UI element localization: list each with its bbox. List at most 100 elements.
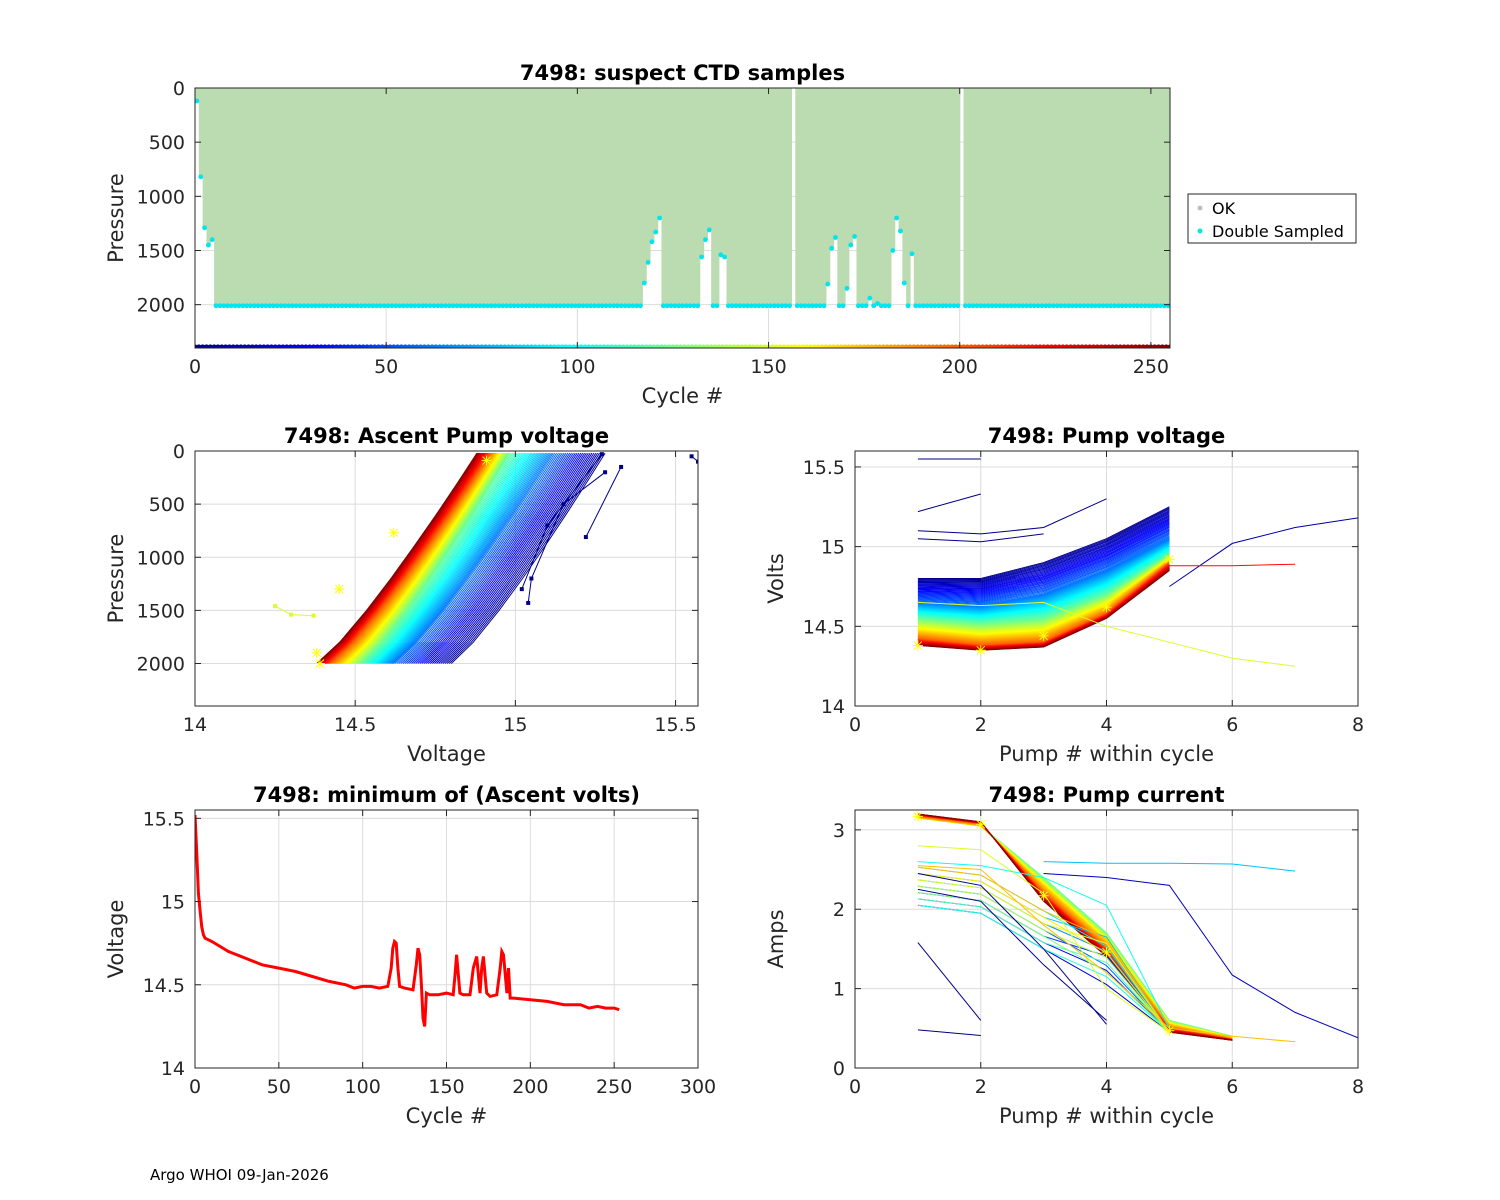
ok-sample-column — [1001, 88, 1007, 306]
current-ytick-label: 0 — [833, 1058, 845, 1080]
ok-sample-column — [401, 88, 406, 306]
double-sampled-marker — [1016, 303, 1022, 309]
double-sampled-marker — [1008, 303, 1014, 309]
ok-sample-column — [707, 88, 712, 230]
double-sampled-marker — [557, 303, 563, 309]
double-sampled-marker — [1031, 303, 1037, 309]
ok-sample-column — [443, 88, 448, 306]
ok-sample-column — [263, 88, 269, 306]
double-sampled-marker — [599, 303, 605, 309]
double-sampled-marker — [725, 303, 731, 309]
ok-sample-column — [825, 88, 831, 285]
ok-sample-column — [508, 88, 513, 306]
pump-voltage-line — [917, 542, 1170, 612]
ok-sample-column — [198, 88, 204, 177]
double-sampled-marker — [580, 303, 586, 309]
ok-sample-column — [730, 88, 735, 306]
ok-sample-column — [275, 88, 280, 306]
ok-sample-column — [539, 88, 544, 306]
ok-sample-column — [925, 88, 930, 306]
ok-sample-column — [260, 88, 265, 306]
ascent-profile-line — [377, 452, 533, 664]
pumpvolt-ytick-label: 15 — [821, 537, 845, 559]
ctd-xtick-label: 100 — [559, 356, 595, 378]
yellow-star-marker — [1038, 890, 1049, 901]
ctd-ylabel: Pressure — [104, 173, 128, 263]
current-ytick-label: 2 — [833, 899, 845, 921]
double-sampled-marker — [920, 303, 926, 309]
ascent-profile-line — [379, 452, 536, 664]
ctd-ytick-label: 2000 — [137, 295, 185, 317]
ascent-profile-line — [386, 452, 545, 664]
double-sampled-marker — [286, 303, 292, 309]
ok-sample-column — [952, 88, 957, 306]
ok-sample-column — [630, 88, 636, 306]
double-sampled-marker — [355, 303, 360, 309]
double-sampled-marker — [205, 242, 211, 248]
double-sampled-marker — [588, 303, 594, 309]
double-sampled-marker — [710, 303, 716, 309]
minvolt-ytick-label: 14 — [161, 1058, 185, 1080]
ok-sample-column — [573, 88, 578, 306]
double-sampled-marker — [393, 303, 399, 309]
double-sampled-marker — [940, 303, 945, 309]
pump-voltage-line — [917, 508, 1170, 582]
ascent-outlier-line-marker — [696, 459, 698, 464]
double-sampled-marker — [833, 235, 838, 240]
ok-sample-column — [1105, 88, 1110, 306]
double-sampled-marker — [527, 303, 532, 309]
ok-sample-column — [1154, 88, 1160, 306]
ok-sample-column — [1158, 88, 1163, 306]
ok-sample-column — [336, 88, 341, 306]
ok-sample-column — [1066, 88, 1072, 306]
ok-sample-column — [447, 88, 452, 306]
double-sampled-marker — [1146, 303, 1152, 309]
double-sampled-marker — [680, 303, 685, 309]
ok-sample-column — [1116, 88, 1121, 306]
double-sampled-marker — [668, 303, 674, 309]
double-sampled-marker — [263, 303, 269, 309]
double-sampled-marker — [871, 303, 877, 309]
yellow-star-marker — [1164, 1025, 1175, 1036]
pumpvolt-xtick-label: 8 — [1352, 714, 1364, 736]
double-sampled-marker — [844, 286, 850, 291]
yellow-star-marker — [912, 811, 923, 822]
double-sampled-marker — [722, 254, 727, 260]
double-sampled-marker — [810, 303, 815, 309]
double-sampled-marker — [672, 303, 678, 309]
ascent-profile-line — [375, 452, 530, 664]
double-sampled-marker — [1131, 303, 1137, 309]
double-sampled-marker — [195, 98, 200, 104]
double-sampled-marker — [221, 303, 227, 309]
ok-sample-column — [305, 88, 311, 306]
ok-sample-column — [646, 88, 651, 263]
double-sampled-marker — [228, 303, 234, 309]
double-sampled-marker — [699, 254, 705, 260]
pump-voltage-line — [917, 535, 1170, 604]
ok-sample-column — [233, 88, 238, 306]
double-sampled-marker — [825, 281, 831, 287]
double-sampled-marker — [683, 303, 689, 309]
ascent-outlier-line-marker — [603, 470, 608, 475]
double-sampled-marker — [335, 303, 341, 309]
ok-sample-column — [290, 88, 296, 306]
double-sampled-marker — [741, 303, 747, 309]
double-sampled-marker — [1077, 303, 1083, 309]
double-sampled-marker — [366, 303, 372, 309]
double-sampled-marker — [768, 303, 773, 309]
pump-current-outlier-line — [917, 1029, 981, 1036]
double-sampled-marker — [836, 303, 842, 309]
double-sampled-marker — [492, 303, 498, 309]
ok-sample-column — [1147, 88, 1152, 306]
ok-sample-column — [390, 88, 395, 306]
ok-sample-column — [1150, 88, 1156, 306]
double-sampled-marker — [301, 303, 307, 309]
double-sampled-marker — [1104, 303, 1110, 309]
ok-sample-column — [757, 88, 762, 306]
ok-sample-column — [455, 88, 460, 306]
ascent-ytick-label: 1500 — [137, 600, 185, 622]
minvolt-xlabel: Cycle # — [406, 1104, 488, 1128]
ascent-profile-line — [367, 452, 518, 664]
double-sampled-marker — [202, 225, 207, 231]
